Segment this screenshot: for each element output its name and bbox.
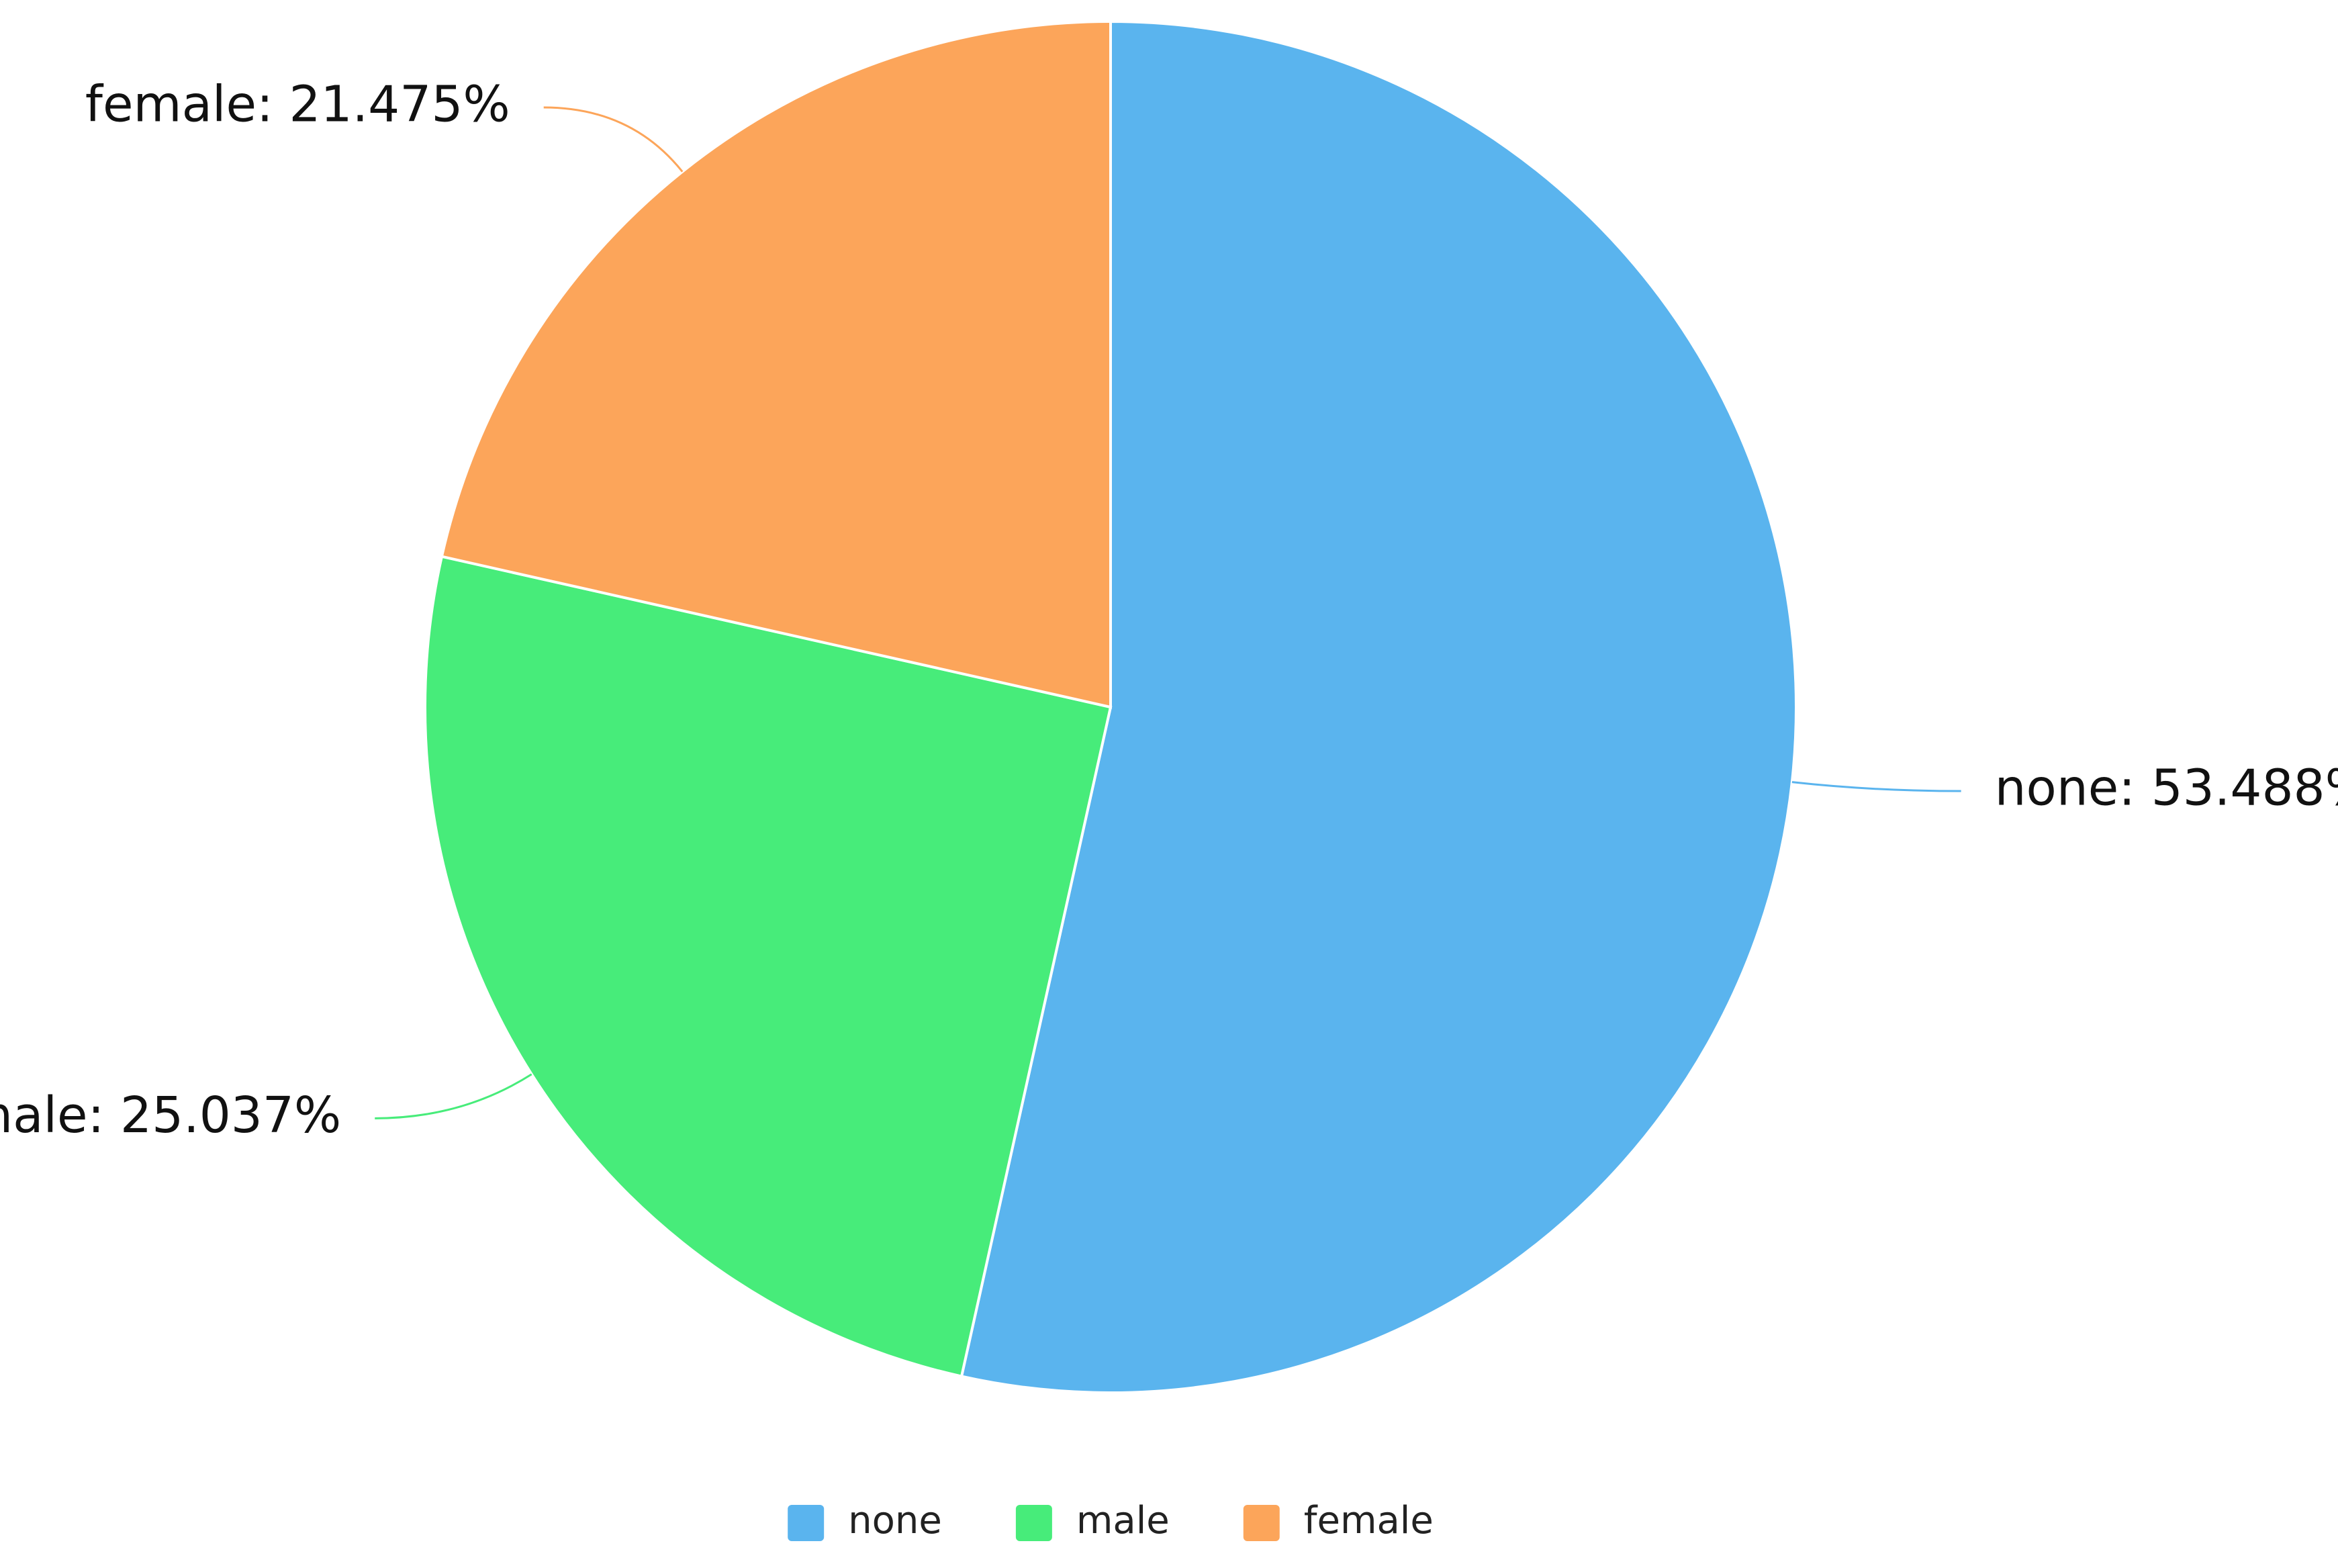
- leader-line: [1791, 781, 1961, 792]
- legend-label: none: [848, 1499, 942, 1542]
- legend-swatch: [1243, 1505, 1280, 1541]
- leader-line: [375, 1073, 532, 1119]
- legend-item: female: [1243, 1499, 1434, 1542]
- leader-line: [543, 106, 684, 173]
- legend: none male female: [788, 1499, 1434, 1542]
- legend-swatch: [788, 1505, 825, 1541]
- legend-item: none: [788, 1499, 942, 1542]
- pie: [424, 19, 1797, 1394]
- legend-swatch: [1015, 1505, 1052, 1541]
- slice-labels: none: 53.488% male: 25.037% female: 21.475…: [0, 76, 2338, 1144]
- slice-label: female: 21.475%: [85, 76, 510, 134]
- pie-slice: [424, 555, 1113, 1378]
- legend-label: female: [1304, 1499, 1434, 1542]
- slice-label: male: 25.037%: [0, 1087, 341, 1144]
- pie-slice: [960, 19, 1797, 1394]
- slice-label: none: 53.488%: [1995, 759, 2338, 817]
- legend-item: male: [1015, 1499, 1170, 1542]
- legend-label: male: [1076, 1499, 1170, 1542]
